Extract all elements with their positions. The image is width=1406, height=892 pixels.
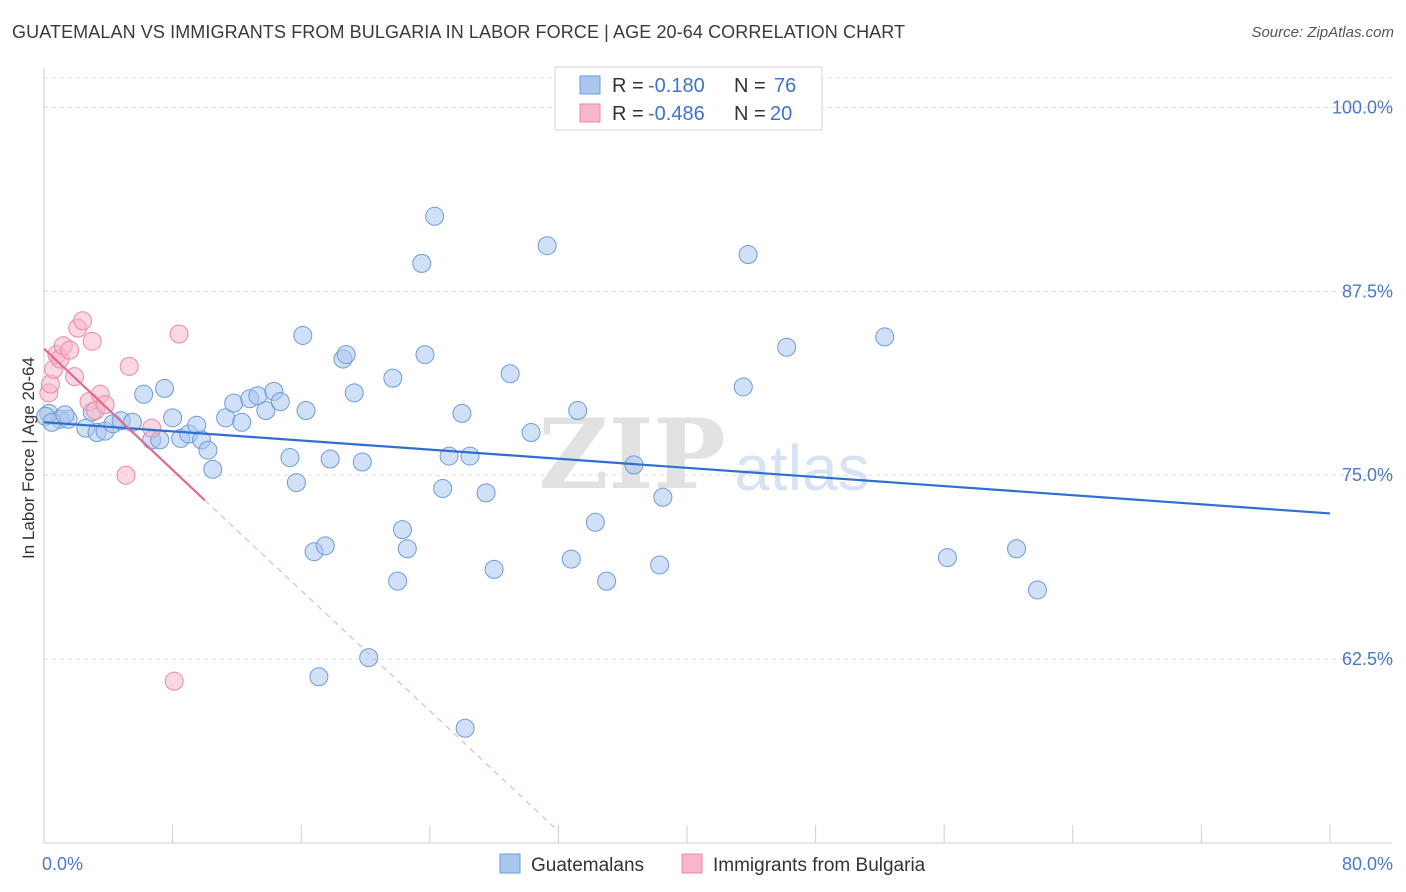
y-tick-label-2: 75.0% (1342, 465, 1393, 485)
point-series1-18 (164, 671, 184, 691)
point-series0-67 (738, 245, 758, 265)
series-legend-swatch-bulgaria (681, 853, 703, 874)
y-tick-label-1: 87.5% (1342, 281, 1393, 301)
point-series0-36 (320, 449, 340, 469)
point-series0-46 (412, 253, 432, 273)
point-series0-62 (597, 571, 617, 591)
point-series0-44 (392, 520, 412, 540)
point-series0-58 (537, 236, 557, 256)
point-series0-32 (296, 400, 316, 420)
point-series0-26 (256, 400, 276, 420)
point-series0-72 (1027, 580, 1047, 600)
point-series0-29 (280, 448, 300, 468)
series-legend-label-bulgaria: Immigrants from Bulgaria (713, 855, 926, 876)
point-series1-17 (142, 418, 162, 438)
point-series1-15 (116, 465, 136, 485)
trend-line-series1 (43, 347, 206, 502)
x-tick-label-1: 80.0% (1342, 854, 1393, 874)
y-tick-label-3: 62.5% (1342, 649, 1393, 669)
legend-swatch-bulgaria (579, 103, 601, 123)
point-series0-43 (388, 571, 408, 591)
trend-extension-series1 (204, 499, 559, 832)
point-series0-45 (397, 539, 417, 559)
legend-n-value-2: 20 (770, 103, 792, 125)
point-series0-70 (937, 548, 957, 568)
point-series1-11 (82, 331, 102, 351)
point-series0-55 (484, 559, 504, 579)
point-series0-30 (286, 473, 306, 493)
trend-extension (204, 499, 559, 832)
series-legend-swatch-guatemalans (499, 853, 521, 874)
point-series0-41 (359, 648, 379, 668)
source-label: Source: ZipAtlas.com (1251, 24, 1394, 41)
tick-labels: 100.0% 87.5% 75.0% 62.5% 0.0% 80.0% (42, 97, 1393, 874)
series-legend-label-guatemalans: Guatemalans (531, 855, 644, 876)
point-series0-49 (433, 478, 453, 498)
point-series0-31 (293, 325, 313, 345)
point-series0-51 (452, 403, 472, 423)
point-series0-69 (875, 327, 895, 347)
point-series0-35 (315, 536, 335, 556)
axes (43, 68, 1392, 844)
point-series0-54 (476, 483, 496, 503)
point-series0-42 (383, 368, 403, 388)
trend-line-series0 (43, 421, 1331, 515)
point-series0-61 (585, 512, 605, 532)
legend-r-label-2: R = (612, 103, 644, 125)
point-series0-65 (653, 487, 673, 507)
legend-r-value-2: -0.486 (648, 103, 705, 125)
legend-swatch-guatemalans (579, 75, 601, 95)
point-series0-48 (425, 206, 445, 226)
legend-r-label-1: R = (612, 75, 644, 97)
watermark-zip: ZIP (538, 398, 725, 511)
series-legend: Guatemalans Immigrants from Bulgaria (499, 853, 926, 876)
point-series0-19 (198, 440, 218, 460)
legend-n-label-2: N = (734, 103, 766, 125)
point-series1-19 (169, 324, 189, 344)
watermark-atlas: atlas (734, 432, 869, 504)
point-series0-39 (344, 383, 364, 403)
watermark: ZIP atlas (538, 398, 869, 511)
trend-lines (43, 347, 1331, 515)
chart-title: GUATEMALAN VS IMMIGRANTS FROM BULGARIA I… (12, 22, 906, 42)
point-series0-59 (561, 549, 581, 569)
point-series1-6 (60, 340, 80, 360)
y-tick-label-0: 100.0% (1332, 97, 1393, 117)
point-series0-34 (309, 667, 329, 687)
point-series0-53 (460, 446, 480, 466)
x-tick-label-0: 0.0% (42, 854, 83, 874)
legend-n-label-1: N = (734, 75, 766, 97)
point-series0-68 (777, 337, 797, 357)
point-series0-14 (163, 408, 183, 428)
point-series0-47 (415, 345, 435, 365)
legend-r-value-1: -0.180 (648, 75, 705, 97)
data-points (36, 206, 1047, 738)
point-series0-66 (733, 377, 753, 397)
grid-lines (44, 77, 1392, 660)
legend-n-value-1: 76 (774, 75, 796, 97)
point-series0-52 (455, 718, 475, 738)
y-axis-label: In Labor Force | Age 20-64 (19, 357, 38, 559)
point-series0-13 (155, 378, 175, 398)
point-series0-64 (650, 555, 670, 575)
point-series0-28 (270, 392, 290, 412)
point-series0-10 (134, 384, 154, 404)
point-series0-57 (521, 423, 541, 443)
point-series0-75 (55, 405, 75, 425)
stats-legend: R = -0.180 N = 76 R = -0.486 N = 20 (554, 66, 823, 131)
point-series0-22 (224, 393, 244, 413)
point-series1-9 (73, 311, 93, 331)
point-series1-16 (119, 356, 139, 376)
point-series0-56 (500, 364, 520, 384)
point-series0-60 (568, 400, 588, 420)
point-series0-40 (352, 452, 372, 472)
point-series0-23 (232, 412, 252, 432)
point-series0-38 (336, 345, 356, 365)
point-series0-71 (1007, 539, 1027, 559)
point-series0-20 (203, 459, 223, 479)
